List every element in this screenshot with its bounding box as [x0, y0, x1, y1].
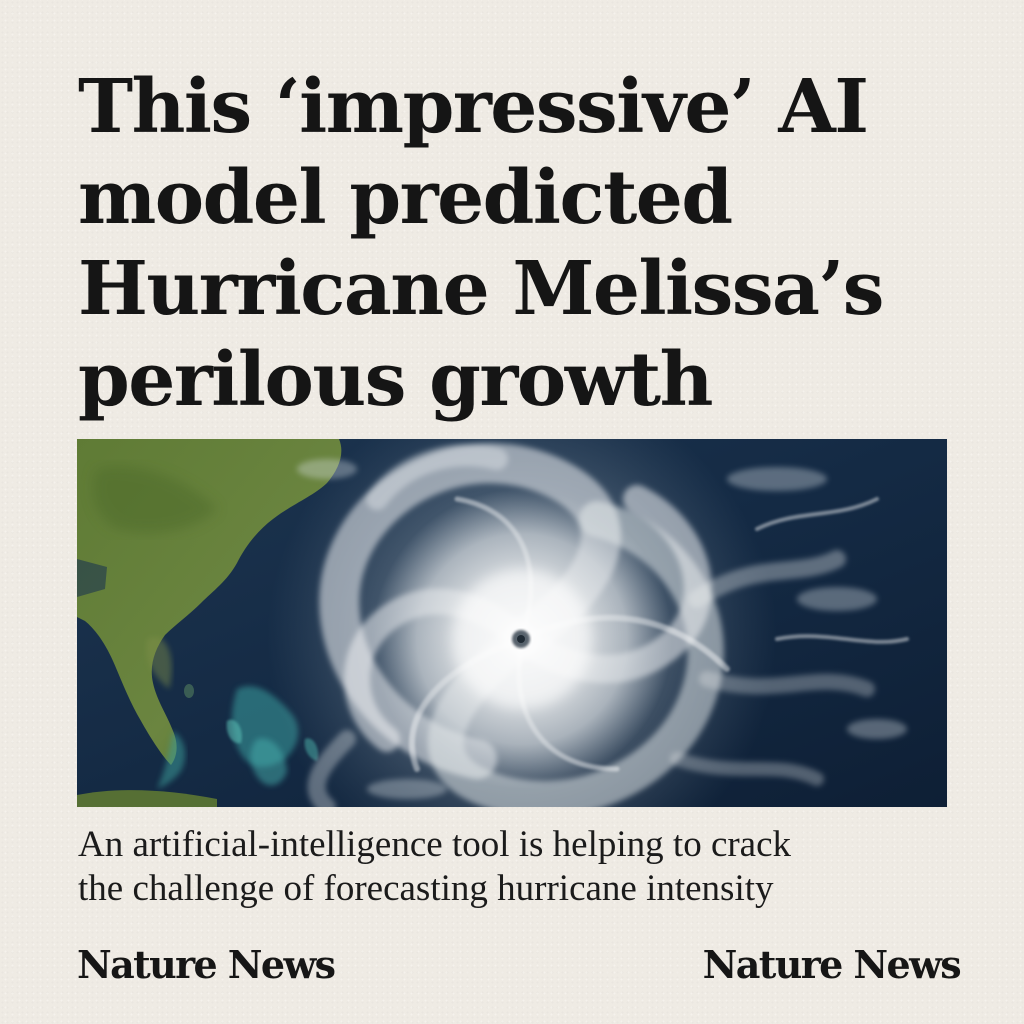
headline-line: perilous growth: [78, 337, 713, 423]
dek-line: the challenge of forecasting hurricane i…: [78, 868, 774, 909]
article-dek: An artificial-intelligence tool is helpi…: [78, 823, 978, 911]
hurricane-satellite-image: [77, 439, 947, 807]
headline: This ‘impressive’ AI model predicted Hur…: [78, 62, 978, 426]
headline-line: This ‘impressive’ AI: [78, 64, 869, 150]
brand-logo-right: Nature News: [702, 942, 962, 987]
brand-logo-left: Nature News: [77, 942, 336, 987]
headline-line: Hurricane Melissa’s: [78, 246, 884, 332]
headline-line: model predicted: [78, 155, 733, 241]
dek-line: An artificial-intelligence tool is helpi…: [78, 824, 792, 865]
